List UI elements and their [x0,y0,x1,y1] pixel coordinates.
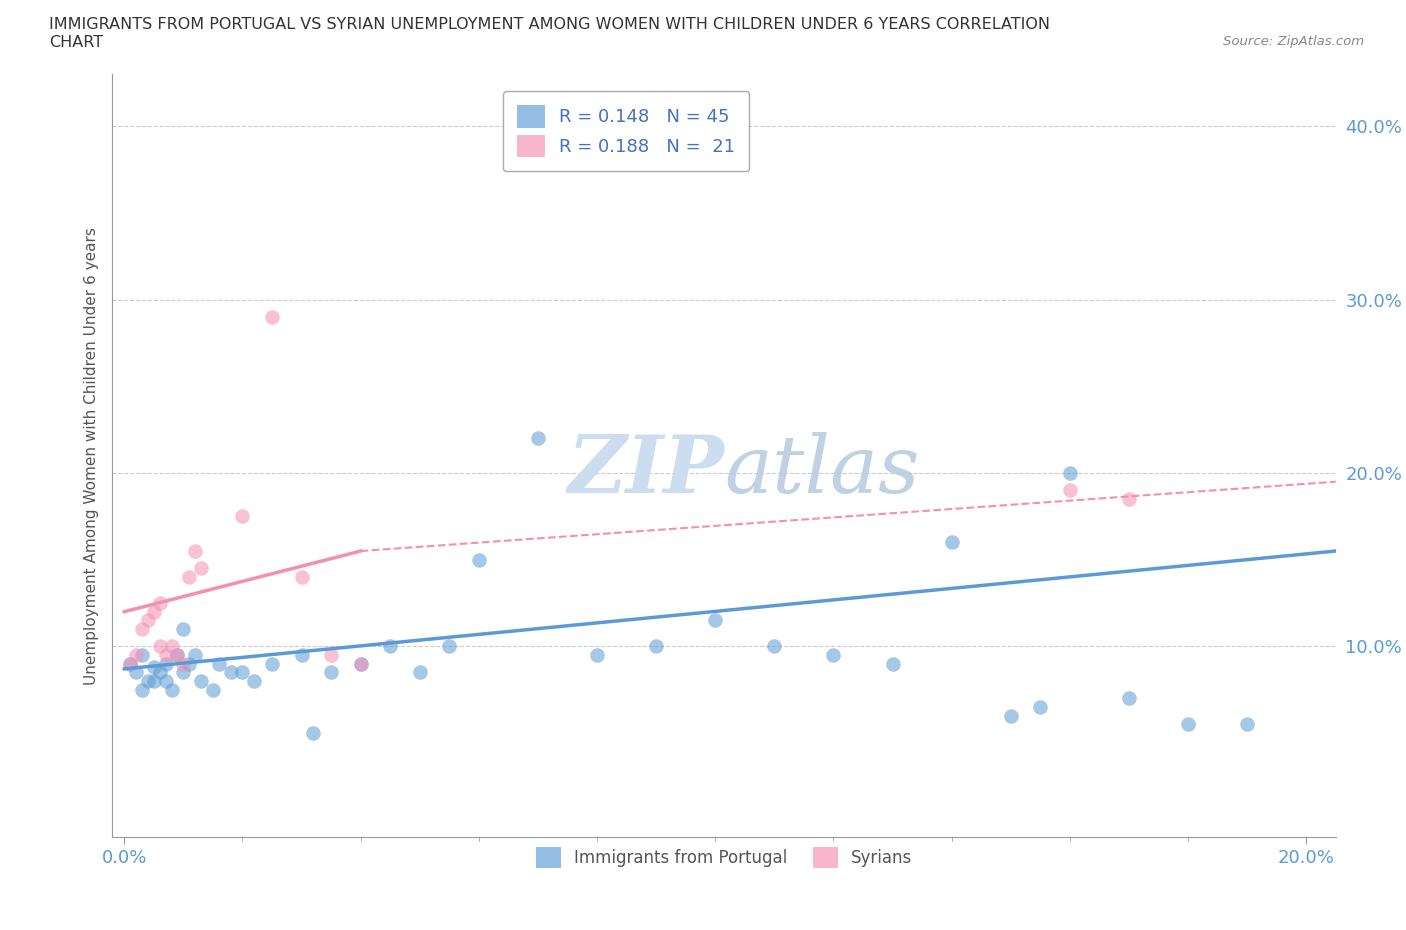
Point [160,683,183,698]
Text: ZIP: ZIP [567,432,724,510]
Text: IMMIGRANTS FROM PORTUGAL VS SYRIAN UNEMPLOYMENT AMONG WOMEN WITH CHILDREN UNDER : IMMIGRANTS FROM PORTUGAL VS SYRIAN UNEMP… [49,17,1050,32]
Point [131,647,153,662]
Point [1118,492,1140,507]
Text: Source: ZipAtlas.com: Source: ZipAtlas.com [1223,35,1364,48]
Y-axis label: Unemployment Among Women with Children Under 6 years: Unemployment Among Women with Children U… [83,227,98,684]
Point [149,665,172,680]
Text: atlas: atlas [724,432,920,510]
Point [586,647,609,662]
Point [155,657,177,671]
Point [1059,466,1081,481]
Point [142,659,165,674]
Point [882,657,904,671]
Point [1000,709,1022,724]
Point [179,657,201,671]
Point [219,665,242,680]
Point [1177,717,1199,732]
Point [160,639,183,654]
Point [645,639,668,654]
Point [184,543,207,558]
Point [290,647,312,662]
Point [149,595,172,610]
Point [184,647,207,662]
Point [1118,691,1140,706]
Point [1029,699,1052,714]
Point [136,673,159,688]
Point [149,639,172,654]
Point [290,569,312,584]
Point [1059,483,1081,498]
Legend: Immigrants from Portugal, Syrians: Immigrants from Portugal, Syrians [529,841,920,874]
Point [190,561,212,576]
Point [172,621,194,636]
Point [941,535,963,550]
Point [321,647,343,662]
Point [409,665,432,680]
Point [350,657,373,671]
Point [208,657,231,671]
Point [260,310,283,325]
Point [350,657,373,671]
Point [155,647,177,662]
Point [1236,717,1258,732]
Point [131,683,153,698]
Point [302,725,325,740]
Point [125,647,148,662]
Point [763,639,786,654]
Point [172,665,194,680]
Point [155,673,177,688]
Point [380,639,402,654]
Point [527,431,550,445]
Text: CHART: CHART [49,35,103,50]
Point [439,639,461,654]
Point [243,673,266,688]
Point [179,569,201,584]
Point [260,657,283,671]
Point [201,683,224,698]
Point [231,509,253,524]
Point [125,665,148,680]
Point [468,552,491,567]
Point [704,613,727,628]
Point [823,647,845,662]
Point [190,673,212,688]
Point [166,647,188,662]
Point [231,665,253,680]
Point [172,657,194,671]
Point [142,604,165,619]
Point [136,613,159,628]
Point [142,673,165,688]
Point [131,621,153,636]
Point [166,647,188,662]
Point [120,657,142,671]
Point [120,657,142,671]
Point [321,665,343,680]
